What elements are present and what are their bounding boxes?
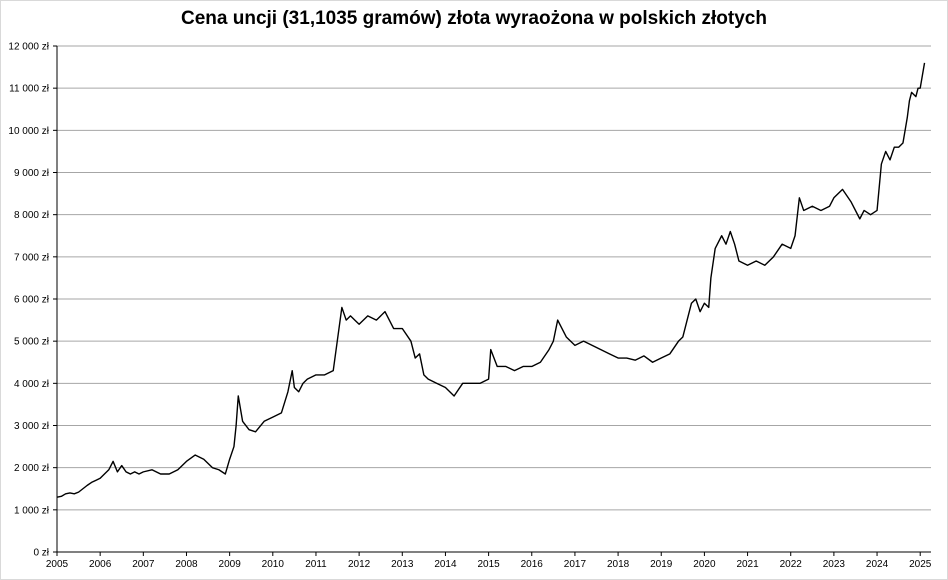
x-tick-label-2025: 2025 — [909, 559, 932, 570]
y-tick-label-2000: 2 000 zł — [14, 463, 50, 474]
series-line-0 — [56, 62, 926, 498]
y-tick-label-6000: 6 000 zł — [14, 295, 50, 306]
y-tick-label-8000: 8 000 zł — [14, 210, 50, 221]
x-tick-label-2005: 2005 — [46, 559, 69, 570]
x-tick-label-2023: 2023 — [823, 559, 846, 570]
x-tick-label-2022: 2022 — [780, 559, 803, 570]
x-tick-label-2015: 2015 — [477, 559, 500, 570]
x-tick-label-2018: 2018 — [607, 559, 630, 570]
chart-title: Cena uncji (31,1035 gramów) złota wyraoż… — [181, 8, 767, 29]
y-tick-label-1000: 1 000 zł — [14, 505, 50, 516]
series — [56, 62, 926, 498]
x-tick-label-2024: 2024 — [866, 559, 889, 570]
x-tick-label-2011: 2011 — [305, 559, 327, 570]
y-tick-label-7000: 7 000 zł — [14, 252, 50, 263]
x-tick-label-2010: 2010 — [262, 559, 285, 570]
x-tick-label-2009: 2009 — [219, 559, 242, 570]
y-tick-label-11000: 11 000 zł — [9, 84, 50, 95]
x-axis-ticks: 2005 2006 2007 2008 2009 2010 2011 2012 2013 2014… — [46, 552, 932, 570]
x-tick-label-2020: 2020 — [693, 559, 716, 570]
x-tick-label-2019: 2019 — [650, 559, 673, 570]
y-tick-label-9000: 9 000 zł — [14, 168, 50, 179]
x-tick-label-2008: 2008 — [175, 559, 198, 570]
x-tick-label-2021: 2021 — [736, 559, 759, 570]
axes — [56, 46, 931, 553]
x-tick-label-2012: 2012 — [348, 559, 371, 570]
y-tick-label-4000: 4 000 zł — [14, 379, 50, 390]
y-axis-ticks: 0 zł 1 000 zł 2 000 zł 3 000 zł 4 000 zł 5 00… — [8, 42, 57, 559]
y-tick-label-12000: 12 000 zł — [8, 42, 49, 53]
y-tick-label-0: 0 zł — [33, 548, 49, 559]
y-tick-label-3000: 3 000 zł — [14, 421, 50, 432]
x-tick-label-2014: 2014 — [434, 559, 457, 570]
y-tick-label-5000: 5 000 zł — [14, 337, 50, 348]
x-tick-label-2006: 2006 — [89, 559, 112, 570]
y-tick-label-10000: 10 000 zł — [8, 126, 49, 137]
x-tick-label-2007: 2007 — [132, 559, 155, 570]
x-tick-label-2013: 2013 — [391, 559, 414, 570]
x-tick-label-2016: 2016 — [521, 559, 544, 570]
gridlines — [57, 45, 931, 511]
x-tick-label-2017: 2017 — [564, 559, 587, 570]
